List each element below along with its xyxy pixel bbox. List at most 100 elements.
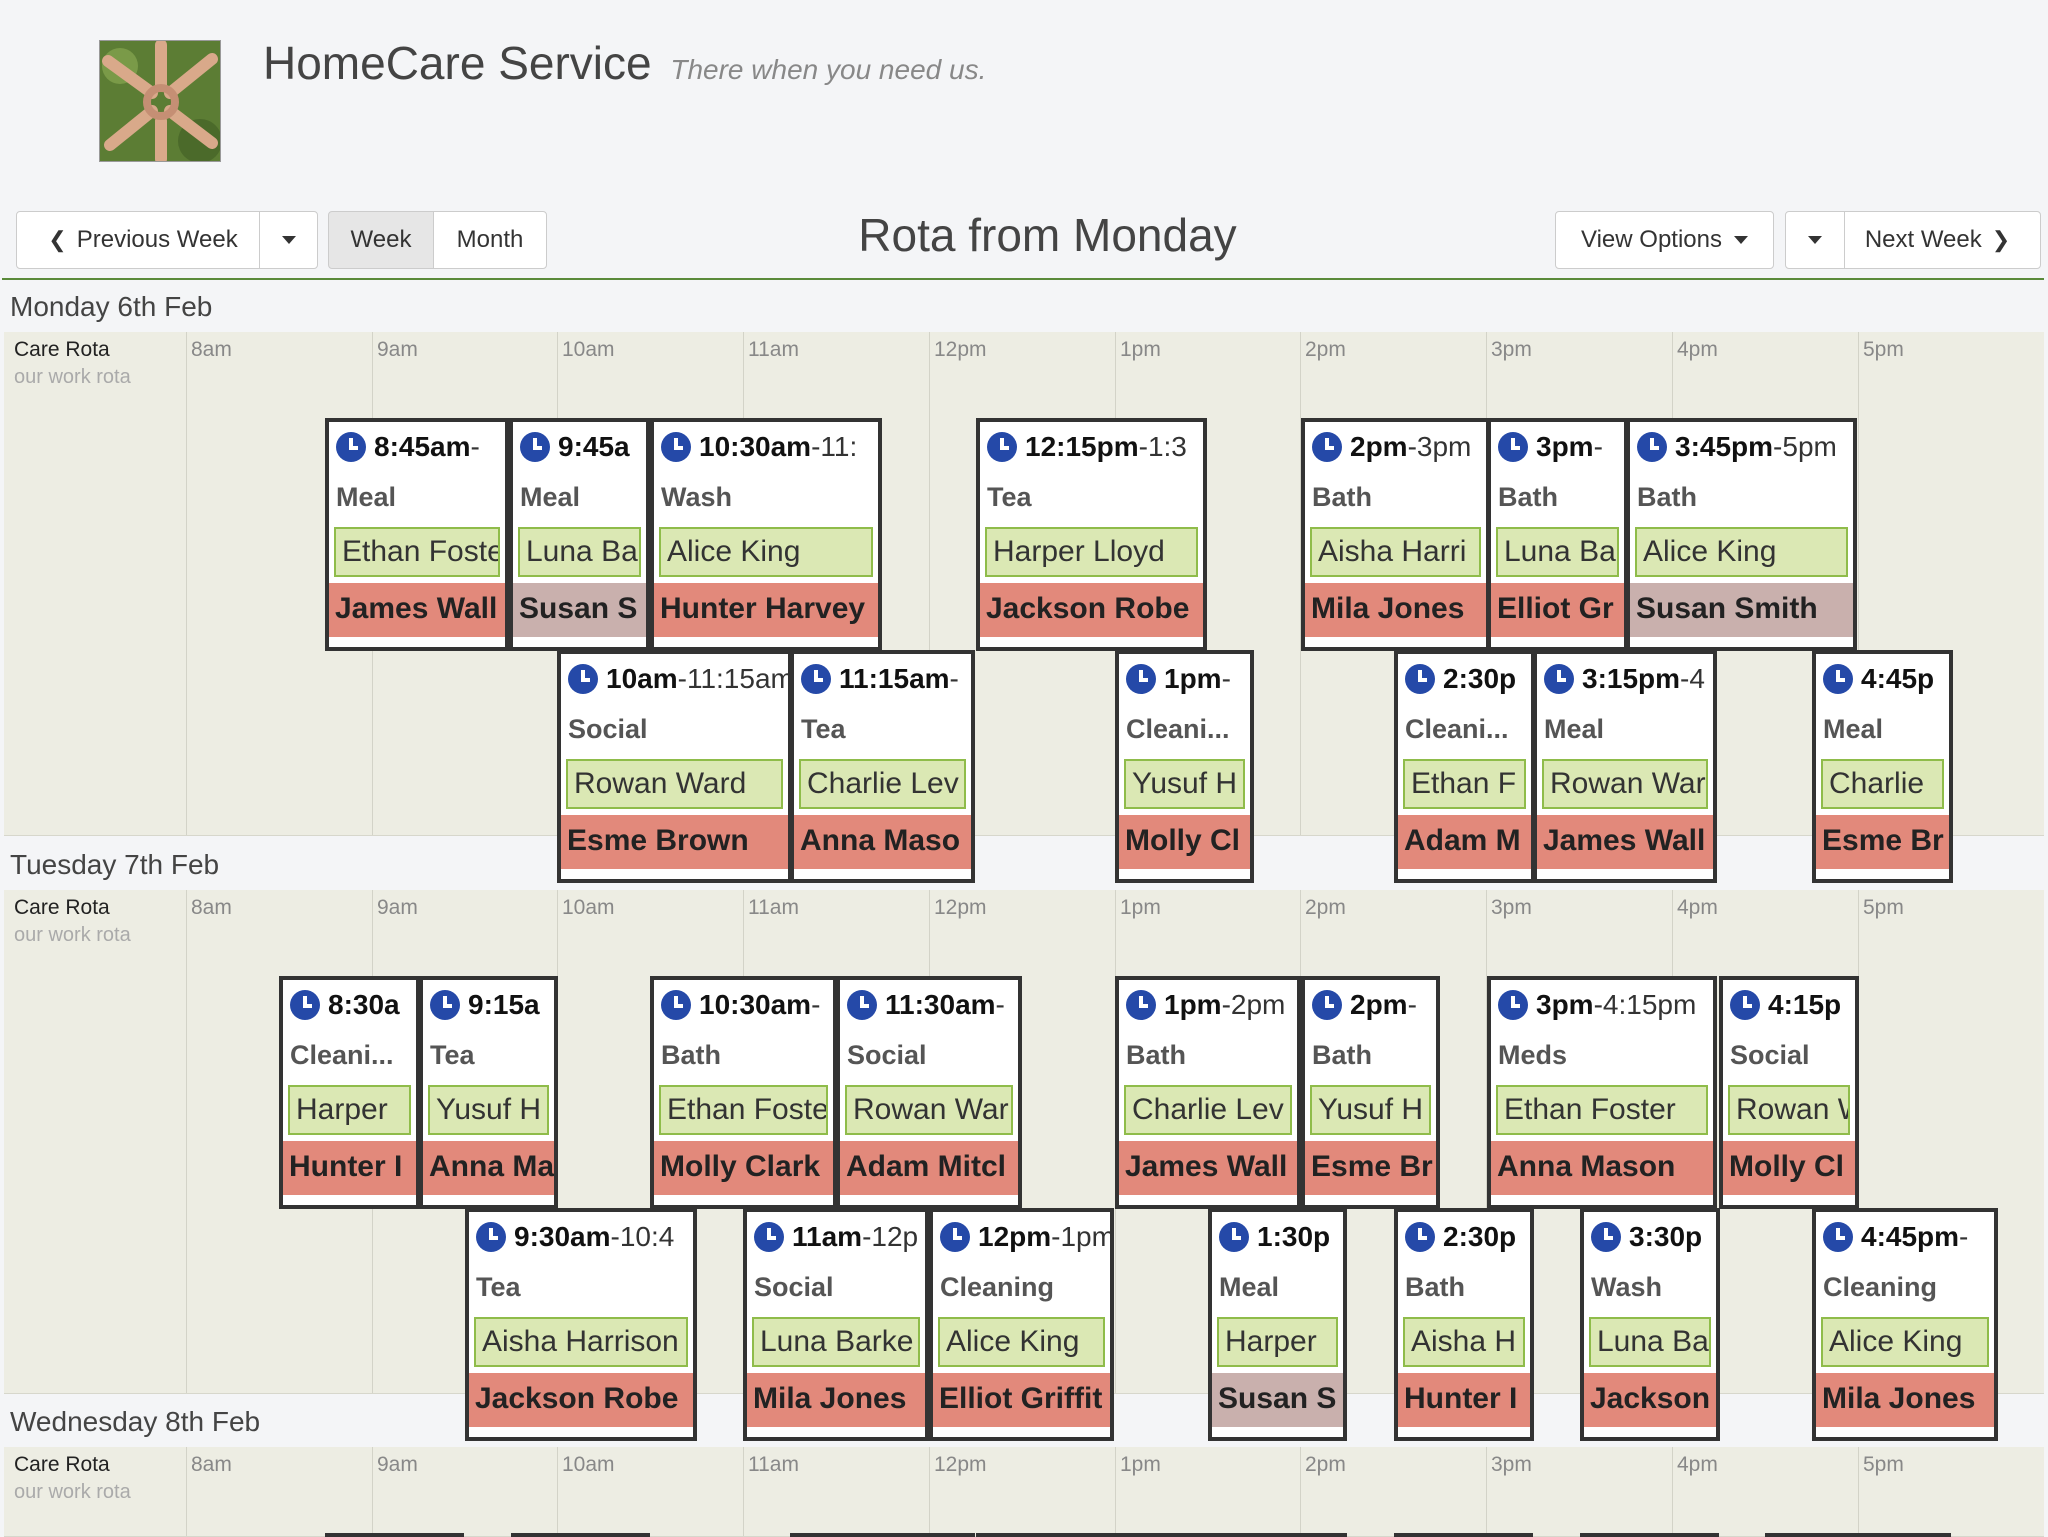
visit-card[interactable]: 8:45am - Meal Ethan Foster James Wall (325, 418, 509, 651)
client-name[interactable]: Rowan W (1728, 1085, 1850, 1135)
carer-name[interactable]: James Wall (1119, 1141, 1297, 1195)
carer-name[interactable]: Susan S (1212, 1373, 1343, 1427)
visit-card[interactable]: 10am -11:15am Social Rowan Ward Esme Brown (557, 650, 792, 883)
carer-name[interactable]: Esme Brown (561, 815, 788, 869)
visit-card[interactable]: 2:30p Cleani... Ethan F Adam M (1394, 650, 1535, 883)
client-name[interactable]: Luna Ba (518, 527, 641, 577)
client-name[interactable]: Aisha H (1403, 1317, 1525, 1367)
visit-card[interactable]: 1:30p (1208, 1533, 1347, 1537)
client-name[interactable]: Charlie Lev (799, 759, 966, 809)
carer-name[interactable]: Jackson Robe (980, 583, 1203, 637)
carer-name[interactable]: Anna Maso (794, 815, 971, 869)
previous-week-dropdown[interactable] (259, 211, 318, 269)
carer-name[interactable]: Susan Smith (1630, 583, 1853, 637)
visit-card[interactable]: 3:30p (1580, 1533, 1719, 1537)
week-view-button[interactable]: Week (328, 211, 434, 269)
next-week-button[interactable]: Next Week ❯ (1844, 211, 2041, 269)
visit-card[interactable]: 11:15am- (790, 1533, 975, 1537)
carer-name[interactable]: Elliot Griffit (933, 1373, 1110, 1427)
visit-card[interactable]: 1:30p Meal Harper Susan S (1208, 1208, 1347, 1441)
carer-name[interactable]: Adam Mitcl (840, 1141, 1018, 1195)
carer-name[interactable]: Jackson Robe (469, 1373, 693, 1427)
visit-card[interactable]: 12:15pm -1:3 Tea Harper Lloyd Jackson Robe (976, 418, 1207, 651)
visit-card[interactable]: 9:30am -10:4 Tea Aisha Harrison Jackson Robe (465, 1208, 697, 1441)
client-name[interactable]: Ethan Foster (334, 527, 500, 577)
client-name[interactable]: Yusuf H (428, 1085, 549, 1135)
carer-name[interactable]: Anna Mason (1491, 1141, 1713, 1195)
carer-name[interactable]: Mila Jones (747, 1373, 925, 1427)
client-name[interactable]: Alice King (1821, 1317, 1989, 1367)
client-name[interactable]: Charlie (1821, 759, 1944, 809)
carer-name[interactable]: Molly Clark (654, 1141, 833, 1195)
carer-name[interactable]: Hunter Harvey (654, 583, 878, 637)
carer-name[interactable]: Esme Br (1816, 815, 1949, 869)
month-view-button[interactable]: Month (433, 211, 547, 269)
client-name[interactable]: Harper (288, 1085, 411, 1135)
client-name[interactable]: Luna Ba (1496, 527, 1619, 577)
client-name[interactable]: Rowan War (845, 1085, 1013, 1135)
visit-card[interactable]: 3:15pm -4 Meal Rowan War James Wall (1533, 650, 1717, 883)
visit-card[interactable]: 3:45pm -5pm Bath Alice King Susan Smith (1626, 418, 1857, 651)
client-name[interactable]: Ethan Foster (659, 1085, 828, 1135)
client-name[interactable]: Alice King (938, 1317, 1105, 1367)
carer-name[interactable]: Hunter I (283, 1141, 416, 1195)
client-name[interactable]: Charlie Lev (1124, 1085, 1292, 1135)
carer-name[interactable]: Adam M (1398, 815, 1531, 869)
visit-card[interactable]: 10:30am - Bath Ethan Foster Molly Clark (650, 976, 837, 1209)
visit-card[interactable]: 10:30am -11: Wash Alice King Hunter Harvey (650, 418, 882, 651)
carer-name[interactable]: Elliot Gr (1491, 583, 1624, 637)
client-name[interactable]: Aisha Harrison (474, 1317, 688, 1367)
visit-card[interactable]: 11:30am - Social Rowan War Adam Mitcl (836, 976, 1022, 1209)
next-week-dropdown[interactable] (1785, 211, 1845, 269)
visit-card[interactable]: 4:45pm - Cleaning Alice King Mila Jones (1812, 1208, 1998, 1441)
client-name[interactable]: Harper Lloyd (985, 527, 1198, 577)
client-name[interactable]: Alice King (1635, 527, 1848, 577)
visit-card[interactable]: 11:15am - Tea Charlie Lev Anna Maso (790, 650, 975, 883)
carer-name[interactable]: James Wall (329, 583, 505, 637)
visit-card[interactable]: 12pm -1pm Cleaning Alice King Elliot Griffit (929, 1208, 1114, 1441)
visit-card[interactable]: 11am -12p Social Luna Barke Mila Jones (743, 1208, 929, 1441)
client-name[interactable]: Rowan Ward (566, 759, 783, 809)
client-name[interactable]: Yusuf H (1310, 1085, 1431, 1135)
carer-name[interactable]: Hunter I (1398, 1373, 1530, 1427)
client-name[interactable]: Aisha Harri (1310, 527, 1481, 577)
client-name[interactable]: Ethan F (1403, 759, 1526, 809)
client-name[interactable]: Alice King (659, 527, 873, 577)
visit-card[interactable]: 1pm -2pm Bath Charlie Lev James Wall (1115, 976, 1301, 1209)
visit-card[interactable]: 3pm - Bath Luna Ba Elliot Gr (1487, 418, 1628, 651)
visit-card[interactable]: 1pm - Cleani... Yusuf H Molly Cl (1115, 650, 1254, 883)
visit-card[interactable]: 2:30p Bath Aisha H Hunter I (1394, 1208, 1534, 1441)
client-name[interactable]: Yusuf H (1124, 759, 1245, 809)
carer-name[interactable]: Molly Cl (1119, 815, 1250, 869)
carer-name[interactable]: Esme Br (1305, 1141, 1436, 1195)
client-name[interactable]: Luna Ba (1589, 1317, 1711, 1367)
carer-name[interactable]: Susan S (513, 583, 646, 637)
client-name[interactable]: Harper (1217, 1317, 1338, 1367)
visit-card[interactable]: 4:45p Meal Charlie Esme Br (1812, 650, 1953, 883)
visit-card[interactable]: 4:30pm- (1765, 1533, 1951, 1537)
client-name[interactable]: Ethan Foster (1496, 1085, 1708, 1135)
visit-card[interactable]: 9:45a Meal Luna Ba Susan S (509, 418, 650, 651)
hour-label: 11am (748, 896, 799, 919)
client-name[interactable]: Rowan War (1542, 759, 1708, 809)
previous-week-button[interactable]: ❮ Previous Week (16, 211, 260, 269)
visit-card[interactable]: 2pm - Bath Yusuf H Esme Br (1301, 976, 1440, 1209)
visit-card[interactable]: 2pm -3pm Bath Aisha Harri Mila Jones (1301, 418, 1490, 651)
visit-card[interactable]: 12:15pm-1:3 (976, 1533, 1210, 1537)
visit-card[interactable]: 9:45a (511, 1533, 650, 1537)
visit-card[interactable]: 4:15p Social Rowan W Molly Cl (1719, 976, 1859, 1209)
view-options-button[interactable]: View Options (1555, 211, 1774, 269)
carer-name[interactable]: Mila Jones (1816, 1373, 1994, 1427)
visit-card[interactable]: 3pm -4:15pm Meds Ethan Foster Anna Mason (1487, 976, 1717, 1209)
carer-name[interactable]: Anna Ma (423, 1141, 554, 1195)
carer-name[interactable]: Mila Jones (1305, 583, 1486, 637)
visit-card[interactable]: 3:30p Wash Luna Ba Jackson (1580, 1208, 1720, 1441)
visit-card[interactable]: 2:30p (1394, 1533, 1533, 1537)
client-name[interactable]: Luna Barke (752, 1317, 920, 1367)
visit-card[interactable]: 9:15a Tea Yusuf H Anna Ma (419, 976, 558, 1209)
carer-name[interactable]: Molly Cl (1723, 1141, 1855, 1195)
carer-name[interactable]: Jackson (1584, 1373, 1716, 1427)
visit-card[interactable]: 8:30a Cleani... Harper Hunter I (279, 976, 420, 1209)
visit-card[interactable]: 8:45a (325, 1533, 464, 1537)
carer-name[interactable]: James Wall (1537, 815, 1713, 869)
